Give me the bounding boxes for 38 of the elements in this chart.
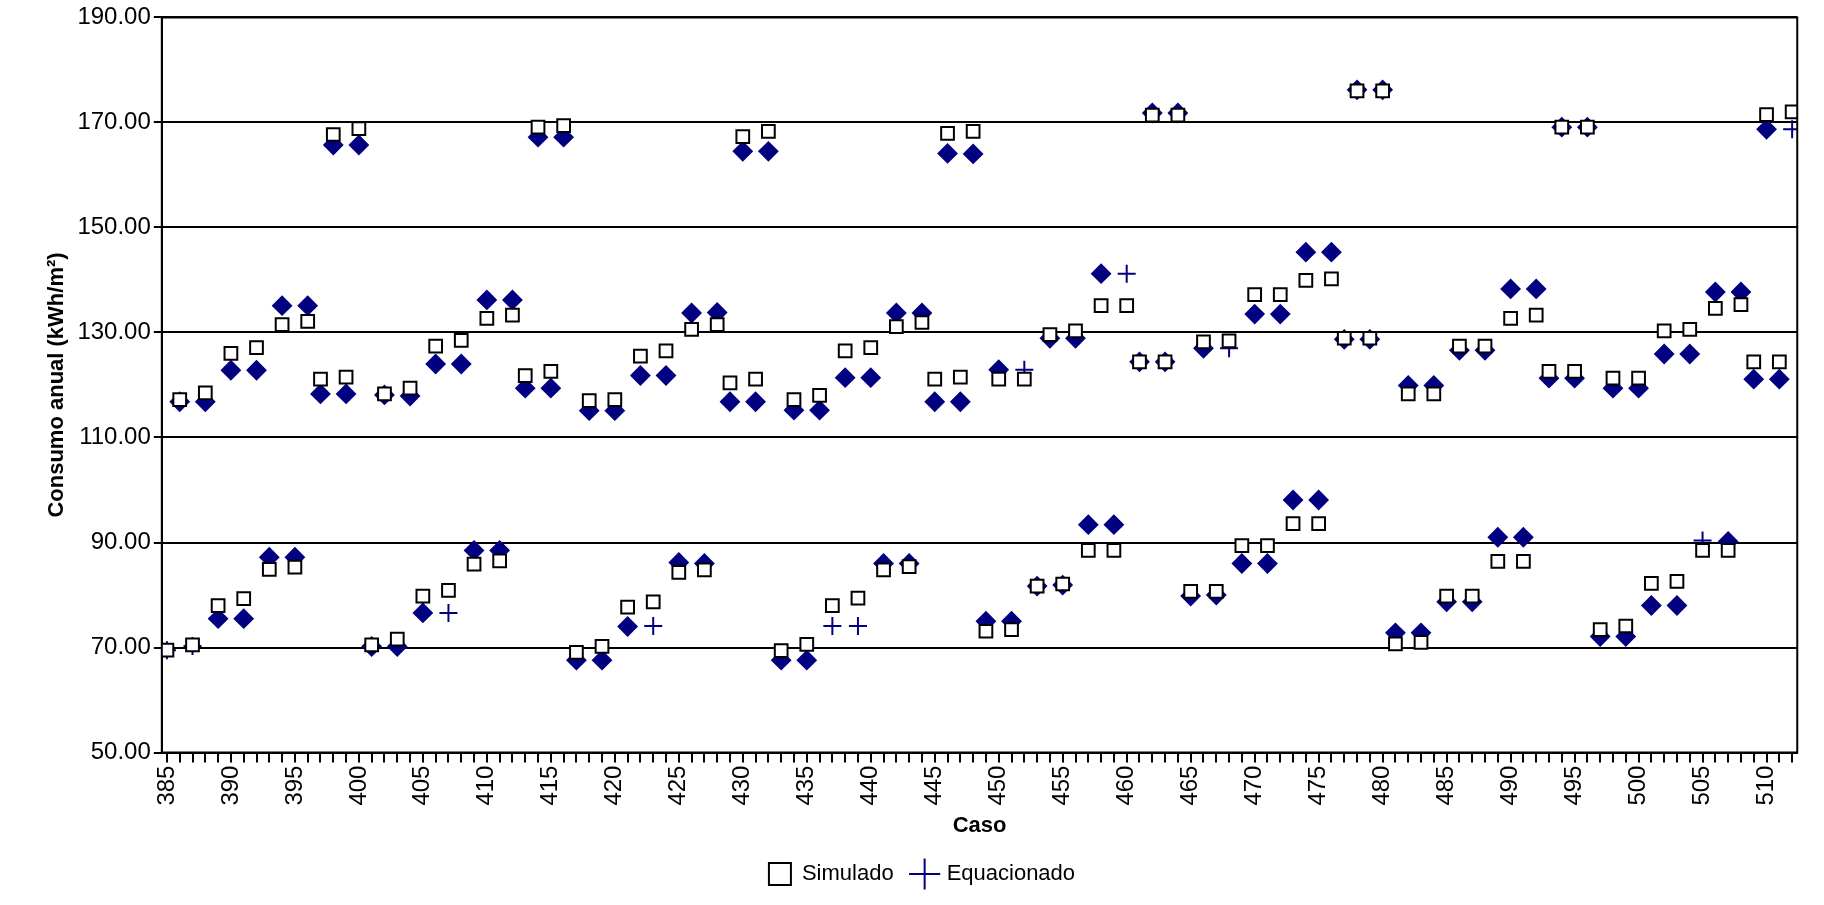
y-tick-label: 110.00 <box>79 422 151 450</box>
x-tick-label: 390 <box>215 765 243 806</box>
x-tick-label: 400 <box>343 765 371 806</box>
x-tick-label: 485 <box>1431 765 1459 806</box>
x-tick-label: 505 <box>1687 765 1715 806</box>
y-tick-label: 70.00 <box>90 632 151 660</box>
x-tick-label: 450 <box>983 765 1011 806</box>
y-tick-label: 130.00 <box>77 317 151 345</box>
x-tick-label: 420 <box>599 765 627 806</box>
x-tick-label: 480 <box>1367 765 1395 806</box>
x-tick-label: 395 <box>279 765 307 806</box>
x-tick-label: 465 <box>1175 765 1203 806</box>
legend-label: Simulado <box>801 860 894 886</box>
x-tick-label: 495 <box>1559 765 1587 806</box>
x-tick-label: 385 <box>151 765 179 806</box>
legend-label: Equacionado <box>946 860 1076 886</box>
x-tick-label: 445 <box>919 765 947 806</box>
x-tick-label: 405 <box>407 765 435 806</box>
x-tick-label: 470 <box>1239 765 1267 806</box>
x-tick-label: 455 <box>1047 765 1075 806</box>
y-tick-label: 190.00 <box>77 2 151 30</box>
x-tick-label: 440 <box>855 765 883 806</box>
x-tick-label: 425 <box>663 765 691 806</box>
x-tick-label: 475 <box>1303 765 1331 806</box>
y-tick-label: 150.00 <box>77 212 151 240</box>
y-tick-label: 90.00 <box>90 527 151 555</box>
x-tick-label: 460 <box>1111 765 1139 806</box>
x-tick-label: 435 <box>791 765 819 806</box>
x-tick-label: 430 <box>727 765 755 806</box>
x-tick-label: 415 <box>535 765 563 806</box>
x-tick-label: 410 <box>471 765 499 806</box>
x-tick-label: 500 <box>1623 765 1651 806</box>
y-tick-label: 170.00 <box>77 107 151 135</box>
x-tick-label: 510 <box>1751 765 1779 806</box>
x-tick-label: 490 <box>1495 765 1523 806</box>
y-tick-label: 50.00 <box>90 737 151 765</box>
y-axis-title: Consumo anual (kWh/m²) <box>43 252 69 518</box>
x-axis-title: Caso <box>952 811 1007 837</box>
